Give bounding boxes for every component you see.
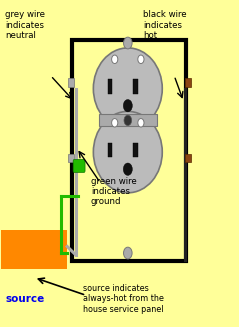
Text: source indicates
always-hot from the
house service panel: source indicates always-hot from the hou… (83, 284, 163, 314)
Bar (108, 79, 112, 94)
Text: black wire
indicates
hot: black wire indicates hot (143, 10, 187, 40)
Bar (98, 114, 157, 126)
Circle shape (112, 55, 118, 63)
Ellipse shape (93, 112, 162, 193)
Ellipse shape (93, 48, 162, 129)
Bar (68, 154, 74, 163)
Text: grey wire
indicates
neutral: grey wire indicates neutral (5, 10, 45, 40)
Bar (185, 78, 191, 87)
Circle shape (112, 119, 118, 127)
Circle shape (124, 115, 132, 126)
Circle shape (138, 55, 144, 63)
Bar (68, 78, 74, 87)
Circle shape (138, 119, 144, 127)
Circle shape (124, 247, 132, 259)
Bar (133, 79, 137, 94)
Text: green wire
indicates
ground: green wire indicates ground (91, 177, 137, 206)
Bar (185, 154, 191, 163)
Circle shape (124, 37, 132, 49)
Bar (72, 40, 186, 261)
Circle shape (123, 163, 132, 175)
FancyBboxPatch shape (73, 160, 85, 172)
Circle shape (123, 99, 132, 112)
Bar (108, 143, 112, 157)
Bar (1, 230, 67, 269)
Bar (133, 143, 137, 157)
Text: source: source (5, 294, 45, 304)
